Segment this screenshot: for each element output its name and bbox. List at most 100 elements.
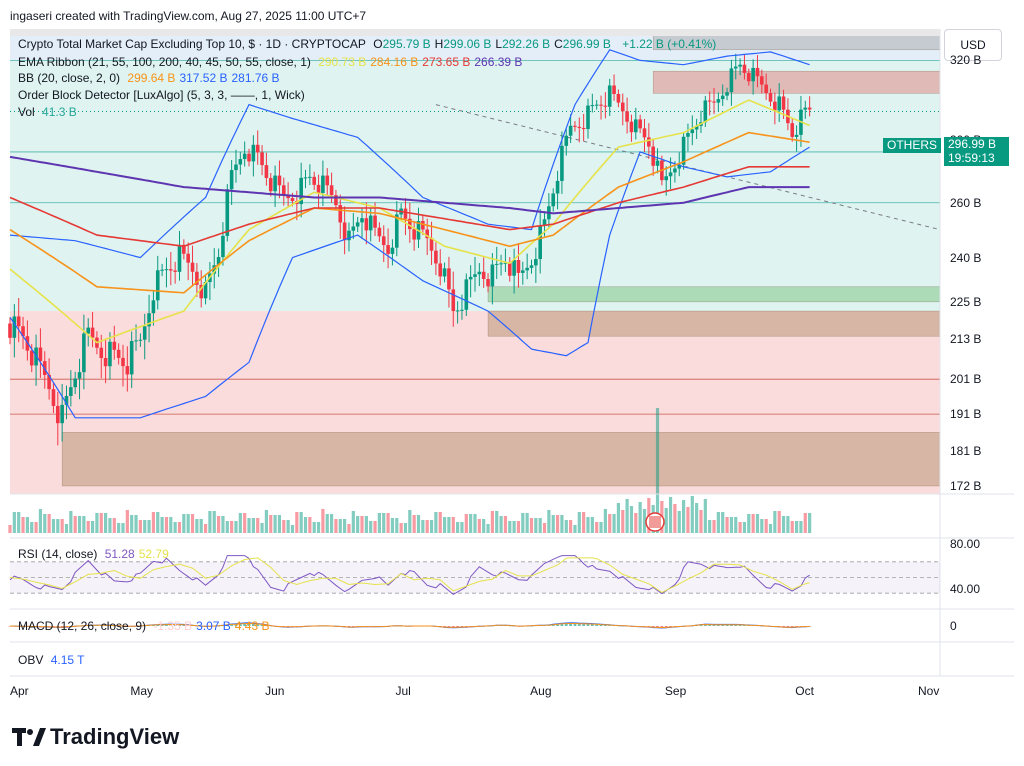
candle-body-92 [408, 218, 412, 230]
volume-bar-59 [264, 510, 269, 533]
candle-113 [499, 254, 503, 276]
candle-body-68 [303, 177, 308, 179]
rsi-ma-line [9, 557, 810, 593]
candle-body-21 [99, 347, 104, 359]
bb-upper-line [9, 49, 810, 259]
volume-bar-104 [460, 522, 464, 533]
candle-body-16 [77, 372, 82, 379]
volume-bar-76 [338, 519, 342, 533]
currency-button[interactable]: USD [944, 29, 1002, 61]
candle-108 [477, 263, 482, 287]
candle-body-14 [69, 387, 73, 396]
volume-bar-54 [243, 513, 247, 533]
bear-zone [10, 311, 940, 494]
candle-33 [151, 291, 156, 326]
volume-bar-33 [151, 512, 156, 533]
volume-bar-65 [290, 525, 295, 533]
volume-bar-146 [642, 509, 647, 533]
candle-body-33 [151, 300, 156, 314]
candle-127 [560, 131, 564, 194]
candle-body-181 [794, 134, 799, 137]
candle-121 [534, 247, 538, 283]
candle-body-104 [460, 309, 464, 311]
candle-body-38 [173, 270, 177, 272]
candle-42 [190, 245, 195, 287]
volume-bar-4 [25, 517, 29, 533]
candle-132 [581, 113, 586, 142]
macd-hist-133 [586, 623, 590, 626]
volume-bar-36 [164, 517, 169, 533]
candle-126 [555, 170, 560, 210]
volume-bar-96 [425, 520, 429, 533]
candle-28 [129, 331, 134, 389]
volume-bar-157 [690, 496, 694, 533]
candle-body-40 [182, 244, 186, 254]
price-axis-label-3: 240 B [950, 250, 982, 265]
order-block-2 [487, 286, 941, 303]
candle-146 [642, 118, 647, 152]
legend-obv-label: OBV [18, 653, 44, 667]
candle-109 [481, 257, 486, 288]
candle-body-132 [581, 127, 586, 130]
volume-bar-86 [382, 513, 386, 533]
candle-body-22 [103, 358, 108, 367]
candle-26 [121, 344, 125, 387]
bb-value-0: 299.64 B [127, 71, 176, 85]
candle-166 [729, 59, 734, 106]
candle-112 [494, 246, 499, 280]
candle-body-173 [760, 76, 764, 85]
candle-24 [112, 325, 117, 360]
price-axis-label-5: 213 B [950, 332, 982, 347]
candle-53 [238, 151, 243, 175]
time-axis-label-5: Sep [664, 684, 687, 698]
candle-body-180 [790, 123, 795, 137]
candle-77 [342, 206, 347, 255]
legend-obv-row: OBV 4.15 T [18, 653, 89, 667]
legend-macd-row: MACD (12, 26, close, 9) -1.35 B 3.07 B 4.4… [18, 619, 278, 633]
candle-body-131 [577, 126, 582, 128]
candle-body-30 [138, 339, 143, 341]
volume-bar-21 [99, 513, 103, 533]
volume-bar-140 [616, 503, 621, 533]
candle-99 [438, 249, 443, 286]
volume-bar-66 [295, 512, 299, 533]
volume-bar-108 [477, 519, 481, 533]
volume-bar-152 [668, 497, 673, 533]
candle-81 [360, 207, 364, 239]
volume-bar-132 [582, 512, 586, 533]
volume-bar-183 [803, 513, 807, 533]
volume-bar-137 [603, 509, 607, 533]
volume-bar-63 [282, 520, 286, 533]
volume-bar-10 [51, 519, 56, 533]
candle-body-172 [755, 67, 760, 77]
candle-49 [221, 222, 225, 266]
volume-bar-85 [377, 513, 381, 533]
candle-body-143 [629, 121, 634, 133]
macd-hist-59 [265, 625, 268, 626]
volume-bar-31 [143, 520, 147, 533]
volume-bar-46 [208, 511, 212, 533]
candle-body-81 [360, 218, 364, 223]
time-axis-label-2: Jun [265, 684, 285, 698]
candle-103 [455, 301, 460, 324]
candle-body-145 [638, 119, 642, 129]
ohlc-value-2: 292.26 B [502, 37, 551, 51]
candle-0 [8, 317, 12, 345]
volume-bar-44 [199, 519, 203, 533]
volume-bar-18 [86, 521, 90, 533]
candle-162 [712, 88, 716, 115]
volume-bar-2 [17, 512, 21, 533]
macd-hist-130 [573, 623, 577, 626]
price-axis-label-7: 191 B [950, 407, 982, 422]
candle-body-99 [438, 263, 443, 277]
volume-bar-55 [247, 518, 251, 533]
volume-bar-67 [299, 512, 303, 533]
tradingview-logo[interactable]: TradingView [12, 724, 179, 750]
volume-bar-58 [260, 523, 264, 533]
candle-body-98 [434, 250, 438, 264]
candle-body-152 [668, 172, 673, 177]
candle-67 [299, 162, 303, 218]
candle-35 [160, 263, 164, 277]
macd-hist-35 [160, 624, 164, 626]
